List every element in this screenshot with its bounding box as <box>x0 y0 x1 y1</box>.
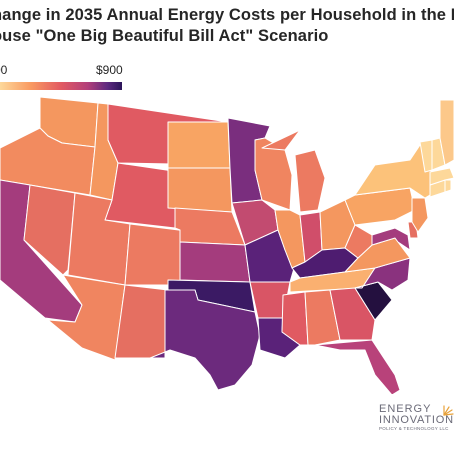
legend-color-scale <box>0 82 122 90</box>
state-MA <box>429 167 454 186</box>
legend-min-label: 00 <box>0 63 8 77</box>
legend-max-label: $900 <box>96 63 123 77</box>
state-KS <box>179 241 251 283</box>
state-RI <box>444 179 452 193</box>
state-GA <box>329 287 376 341</box>
logo-wordmark-line-3: POLICY & TECHNOLOGY LLC <box>379 426 449 431</box>
map-title-line-1: hange in 2035 Annual Energy Costs per Ho… <box>0 6 454 24</box>
state-SD <box>167 167 233 213</box>
state-MS <box>281 291 309 346</box>
state-MI <box>261 129 326 213</box>
state-WI <box>254 137 293 211</box>
state-NV <box>23 184 76 276</box>
map-title-line-2: ouse "One Big Beautiful Bill Act" Scenar… <box>0 27 329 45</box>
state-NY <box>354 144 433 199</box>
state-MD <box>371 227 411 251</box>
us-choropleth-map <box>0 96 454 394</box>
state-FL <box>314 339 401 394</box>
state-ME <box>439 99 454 166</box>
state-AL <box>304 289 341 346</box>
state-NE <box>174 207 246 246</box>
logo-wordmark-line-2: INNOVATION <box>379 414 454 426</box>
state-TX <box>149 289 261 391</box>
sunburst-logo-icon <box>443 405 454 416</box>
logo-wordmark-line-1: ENERGY <box>379 403 432 415</box>
state-NJ <box>411 197 429 233</box>
state-ND <box>167 121 231 169</box>
